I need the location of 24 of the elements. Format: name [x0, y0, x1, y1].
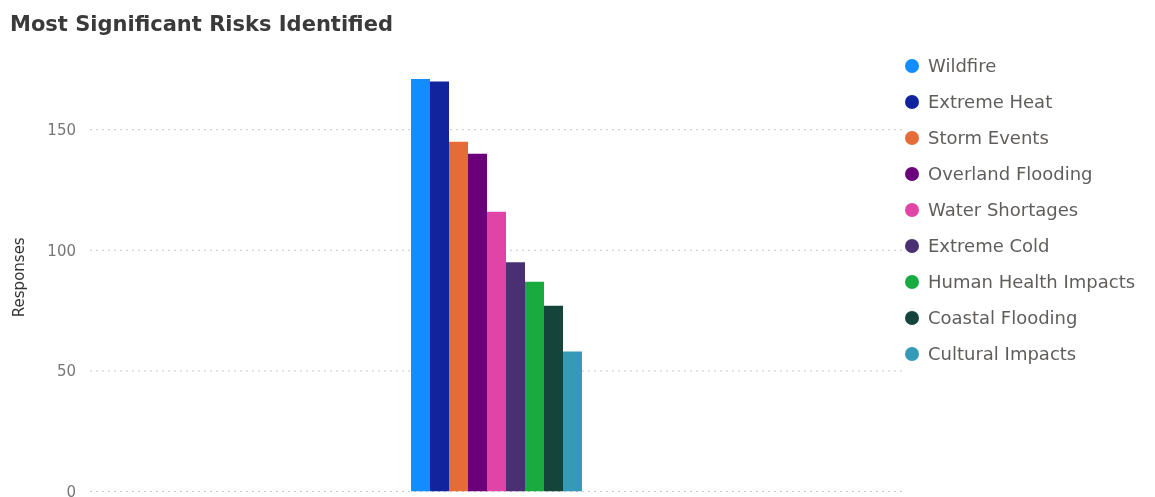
bar [487, 211, 506, 492]
legend-label: Extreme Cold [928, 235, 1050, 256]
bar [525, 281, 544, 492]
bar [468, 153, 487, 492]
legend-label: Overland Flooding [928, 163, 1093, 184]
bar [563, 351, 582, 492]
legend-label: Wildfire [928, 55, 997, 76]
legend-label: Storm Events [928, 127, 1049, 148]
bar [430, 81, 449, 492]
bar [544, 305, 563, 492]
legend-label: Cultural Impacts [928, 343, 1077, 364]
y-tick-label: 0 [66, 482, 76, 497]
y-tick-label: 150 [47, 120, 76, 139]
legend-label: Human Health Impacts [928, 271, 1136, 292]
legend-label: Extreme Heat [928, 91, 1053, 112]
legend-label: Coastal Flooding [928, 307, 1078, 328]
y-tick-label: 100 [47, 241, 76, 260]
y-axis-title: Responses [10, 237, 28, 318]
bar [506, 262, 525, 492]
bar [449, 141, 468, 492]
bar [411, 79, 430, 492]
y-tick-label: 50 [56, 362, 76, 381]
chart-title: Most Significant Risks Identified [10, 12, 393, 36]
legend-label: Water Shortages [928, 199, 1079, 220]
